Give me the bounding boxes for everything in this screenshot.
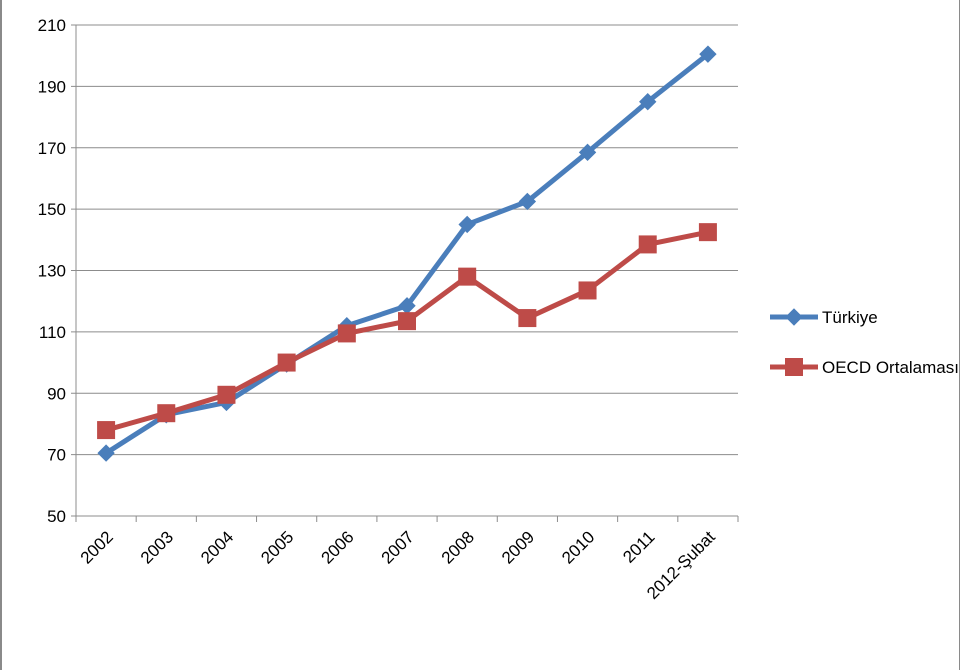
y-tick-label: 130 <box>38 262 66 281</box>
series-line <box>105 229 709 433</box>
data-point <box>217 385 236 404</box>
x-axis-ticks: 2002 2003 2004 2005 2006 2007 2008 2009 2010 2011… <box>77 527 719 603</box>
legend-item-1: Türkiye <box>770 308 878 327</box>
x-tick-label: 2007 <box>378 527 418 567</box>
y-tick-label: 170 <box>38 139 66 158</box>
axes <box>71 24 739 522</box>
data-point <box>699 45 717 63</box>
x-tick-label: 2004 <box>197 527 237 567</box>
data-point <box>97 421 116 440</box>
legend-marker <box>785 358 803 376</box>
legend-marker <box>785 308 803 326</box>
y-tick-label: 190 <box>38 77 66 96</box>
data-point <box>157 404 176 423</box>
data-point <box>458 215 476 234</box>
data-point <box>639 93 657 111</box>
x-tick-label: 2009 <box>498 527 538 567</box>
legend-item-2: OECD Ortalaması <box>770 358 959 377</box>
data-point <box>97 444 115 462</box>
x-tick-label: 2008 <box>438 527 478 567</box>
x-tick-label: 2003 <box>137 527 177 567</box>
legend-label: Türkiye <box>822 308 878 327</box>
y-tick-label: 50 <box>47 507 66 526</box>
y-tick-label: 70 <box>47 446 66 465</box>
data-point <box>638 235 657 254</box>
data-point <box>578 143 597 162</box>
legend: Türkiye OECD Ortalaması <box>770 308 959 377</box>
legend-label: OECD Ortalaması <box>822 358 959 377</box>
data-point <box>578 281 597 300</box>
x-tick-label: 2010 <box>558 527 598 567</box>
y-tick-label: 210 <box>38 16 66 35</box>
grid-lines <box>76 24 738 456</box>
x-tick-label: 2006 <box>317 527 357 567</box>
data-point <box>277 353 296 372</box>
x-tick-label: 2011 <box>619 527 658 566</box>
data-point <box>698 223 717 242</box>
y-tick-label: 90 <box>47 384 66 403</box>
series-1 <box>97 45 717 462</box>
data-point <box>518 192 537 211</box>
y-tick-label: 110 <box>39 323 66 342</box>
x-tick-label: 2005 <box>257 527 297 567</box>
data-point <box>458 267 477 286</box>
series-2 <box>97 223 717 440</box>
y-axis-ticks: 50 70 90 110 130 150 170 190 210 <box>38 16 66 526</box>
data-point <box>337 324 356 343</box>
series-group <box>97 45 717 462</box>
data-point <box>398 312 416 331</box>
data-point <box>518 309 537 328</box>
x-tick-label: 2002 <box>77 527 117 567</box>
y-tick-label: 150 <box>38 200 66 219</box>
